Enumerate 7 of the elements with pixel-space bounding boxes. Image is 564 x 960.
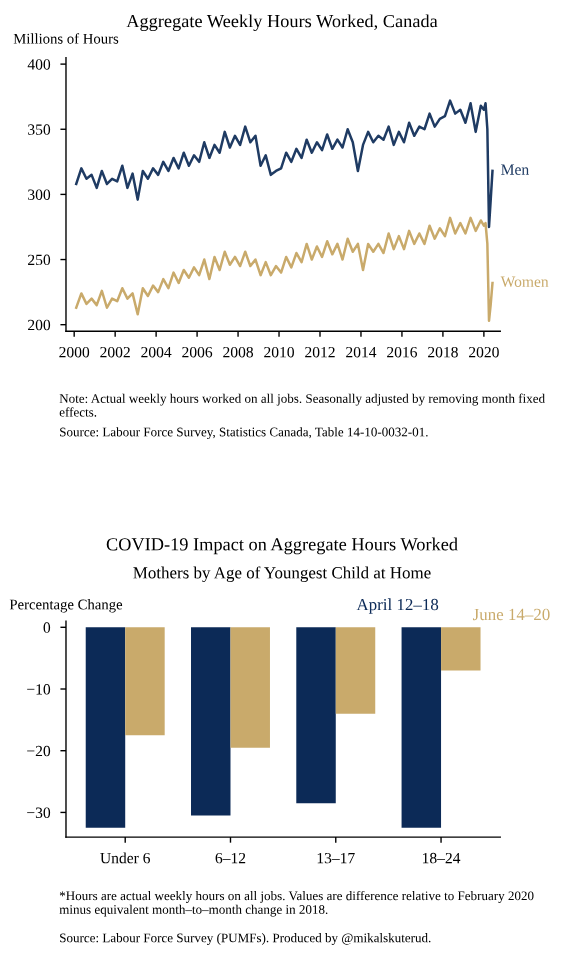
chart-title: Aggregate Weekly Hours Worked, Canada [126,14,438,32]
line-series [74,216,494,323]
chart-title: COVID-19 Impact on Aggregate Hours Worked [106,537,458,555]
line-series [74,99,494,229]
chart-subtitle: Mothers by Age of Youngest Child at Home [133,566,431,582]
series-label: June 14–20 [472,608,550,621]
series-label: April 12–18 [356,598,439,614]
